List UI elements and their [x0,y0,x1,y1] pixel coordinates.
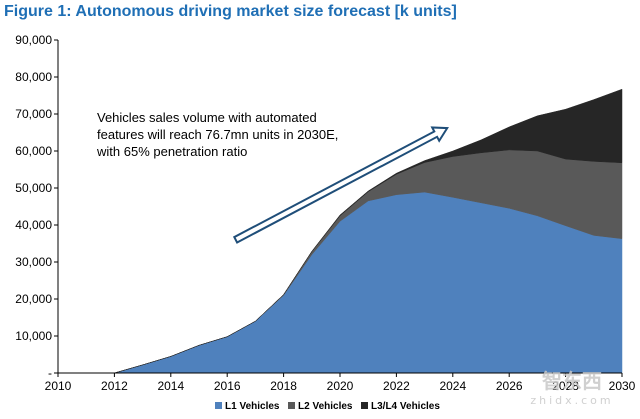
area-l3-l4-vehicles [58,88,623,374]
legend-label: L2 Vehicles [298,401,353,412]
x-tick-label: 2018 [270,379,297,393]
x-tick-label: 2016 [214,379,241,393]
chart-title: Figure 1: Autonomous driving market size… [4,3,457,20]
watermark-logo: 智东西 [542,369,602,393]
y-tick-label: - [48,366,52,380]
watermark-url: zhidx.com [530,394,613,407]
y-tick-label: 10,000 [15,329,52,343]
x-tick-label: 2028 [552,379,579,393]
x-tick-label: 2014 [157,379,184,393]
legend-label: L1 Vehicles [225,401,280,412]
x-tick-label: 2030 [609,379,636,393]
y-tick-label: 40,000 [15,218,52,232]
legend: L1 Vehicles L2 Vehicles L3/L4 Vehicles [215,401,440,412]
legend-swatch [361,402,368,409]
y-tick-label: 70,000 [15,107,52,121]
x-tick-label: 2026 [496,379,523,393]
y-tick-label: 30,000 [15,255,52,269]
annotation-text-line: with 65% penetration ratio [96,144,247,159]
x-tick-label: 2010 [45,379,72,393]
y-tick-label: 20,000 [15,292,52,306]
y-tick-label: 50,000 [15,181,52,195]
legend-swatch [215,402,222,409]
axes: - 10,000 20,000 30,000 40,000 50,000 60,000 70,… [15,33,635,393]
y-tick-label: 60,000 [15,144,52,158]
x-tick-label: 2012 [101,379,128,393]
x-tick-label: 2020 [327,379,354,393]
area-layer [58,88,623,374]
y-tick-label: 90,000 [15,33,52,47]
y-tick-label: 80,000 [15,70,52,84]
annotation-text-line: features will reach 76.7mn units in 2030… [97,127,338,142]
x-tick-label: 2022 [383,379,410,393]
x-tick-label: 2024 [439,379,466,393]
annotation: Vehicles sales volume with automated feat… [96,110,449,244]
legend-label: L3/L4 Vehicles [371,401,440,412]
annotation-text-line: Vehicles sales volume with automated [97,110,317,125]
legend-swatch [288,402,295,409]
trend-arrow [232,126,449,244]
